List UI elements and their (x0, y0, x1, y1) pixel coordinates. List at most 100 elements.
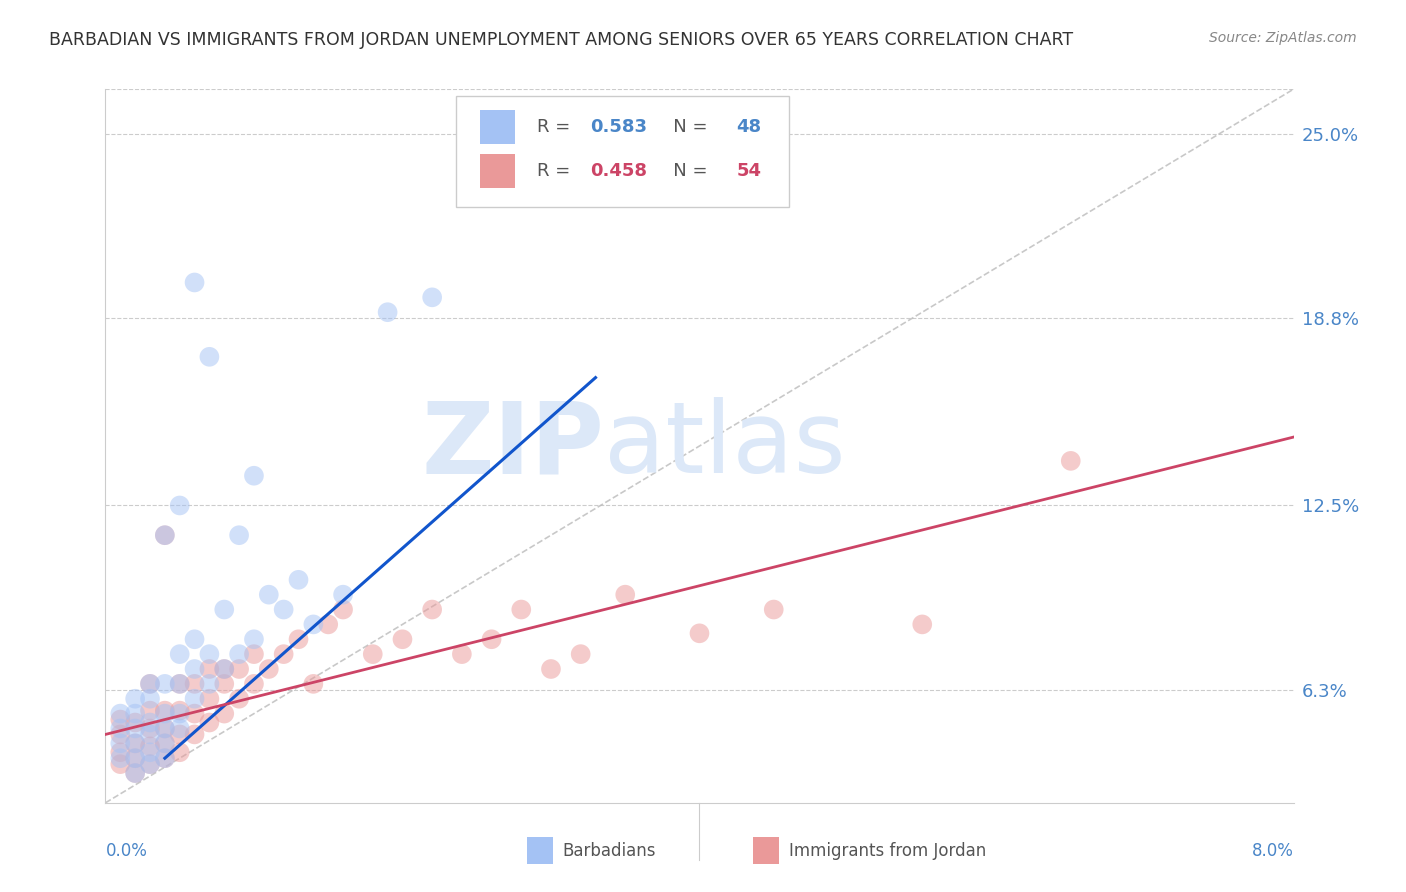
Point (110, 745, 132, 759)
Point (228, 528, 250, 542)
Point (153, 722, 176, 736)
Text: 0.583: 0.583 (591, 118, 647, 136)
Point (228, 647, 250, 661)
Point (332, 602, 354, 616)
Point (183, 677, 205, 691)
Point (153, 751, 176, 765)
Point (273, 647, 295, 661)
Point (169, 499, 191, 513)
Point (139, 745, 162, 759)
Point (614, 588, 637, 602)
Point (183, 706, 205, 721)
Text: Source: ZipAtlas.com: Source: ZipAtlas.com (1209, 31, 1357, 45)
Point (153, 704, 176, 718)
Point (302, 677, 325, 691)
Point (110, 706, 132, 721)
FancyBboxPatch shape (754, 837, 779, 864)
Text: N =: N = (655, 118, 713, 136)
Point (214, 662, 236, 676)
Point (257, 588, 280, 602)
Point (110, 727, 132, 741)
Point (139, 739, 162, 754)
Point (287, 632, 309, 647)
Point (110, 751, 132, 765)
Point (198, 350, 221, 364)
Point (228, 662, 250, 676)
Point (124, 706, 146, 721)
Point (420, 290, 443, 304)
FancyBboxPatch shape (527, 837, 554, 864)
Point (110, 736, 132, 750)
Point (169, 706, 191, 721)
Text: 54: 54 (737, 162, 761, 180)
Text: 0.0%: 0.0% (105, 842, 148, 860)
Point (124, 715, 146, 730)
Point (391, 632, 413, 647)
Point (139, 757, 162, 772)
Point (481, 632, 503, 647)
FancyBboxPatch shape (479, 154, 516, 188)
Point (198, 715, 221, 730)
Text: ZIP: ZIP (422, 398, 605, 494)
Point (214, 706, 236, 721)
Text: 48: 48 (737, 118, 762, 136)
Point (450, 647, 472, 661)
Point (124, 751, 146, 765)
Point (228, 691, 250, 706)
Point (762, 602, 785, 616)
Point (139, 677, 162, 691)
Point (183, 662, 205, 676)
Point (169, 722, 191, 736)
Point (243, 677, 266, 691)
Point (124, 751, 146, 765)
Point (153, 528, 176, 542)
Point (139, 727, 162, 741)
Point (361, 647, 384, 661)
Point (153, 722, 176, 736)
Point (124, 766, 146, 780)
Point (243, 647, 266, 661)
Point (139, 722, 162, 736)
Point (377, 305, 399, 319)
Point (257, 662, 280, 676)
Point (332, 588, 354, 602)
Point (540, 156, 562, 170)
Point (153, 528, 176, 542)
Point (169, 727, 191, 741)
FancyBboxPatch shape (479, 110, 516, 145)
Point (153, 677, 176, 691)
Point (124, 736, 146, 750)
Text: BARBADIAN VS IMMIGRANTS FROM JORDAN UNEMPLOYMENT AMONG SENIORS OVER 65 YEARS COR: BARBADIAN VS IMMIGRANTS FROM JORDAN UNEM… (49, 31, 1073, 49)
Point (110, 757, 132, 772)
Point (214, 677, 236, 691)
Point (214, 662, 236, 676)
Point (169, 677, 191, 691)
FancyBboxPatch shape (456, 96, 789, 207)
Point (243, 468, 266, 483)
Point (169, 647, 191, 661)
Text: R =: R = (537, 118, 575, 136)
Point (139, 715, 162, 730)
Point (153, 736, 176, 750)
Point (139, 677, 162, 691)
Point (689, 626, 711, 640)
Point (540, 662, 562, 676)
Text: atlas: atlas (605, 398, 846, 494)
Point (911, 617, 934, 632)
Point (139, 691, 162, 706)
Text: Barbadians: Barbadians (562, 842, 657, 860)
Point (198, 662, 221, 676)
Point (124, 766, 146, 780)
Point (169, 677, 191, 691)
Point (110, 713, 132, 727)
Point (124, 736, 146, 750)
Text: 0.458: 0.458 (591, 162, 647, 180)
Point (1060, 454, 1083, 468)
Point (569, 647, 592, 661)
Point (243, 632, 266, 647)
Point (214, 602, 236, 616)
Text: Immigrants from Jordan: Immigrants from Jordan (789, 842, 986, 860)
Text: R =: R = (537, 162, 575, 180)
Point (139, 704, 162, 718)
Point (183, 691, 205, 706)
